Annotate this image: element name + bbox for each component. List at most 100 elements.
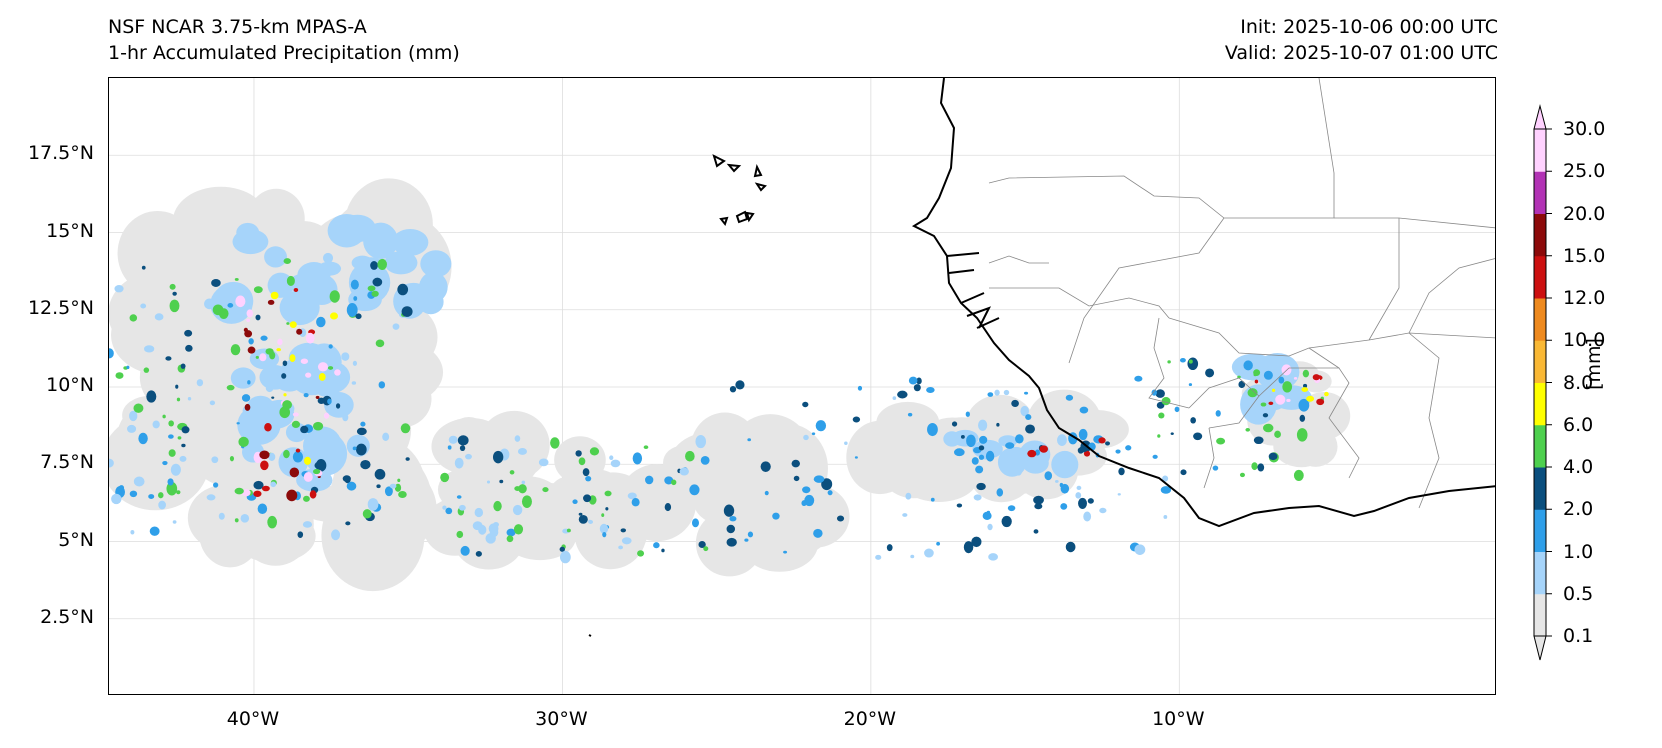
precip-cell [1033, 495, 1044, 505]
precip-cell [908, 376, 918, 385]
precip-cell [286, 322, 290, 325]
precip-cell [979, 435, 988, 444]
precip-cell [514, 435, 521, 442]
colorbar-swatch [1534, 593, 1546, 637]
precip-cell [309, 490, 317, 499]
border-line [1188, 377, 1260, 429]
model-name: NSF NCAR 3.75-km MPAS-A [108, 16, 367, 38]
colorbar-swatch [1534, 551, 1546, 595]
precip-cell [211, 278, 221, 287]
precip-cell [976, 482, 986, 491]
precip-cell [521, 495, 532, 508]
precip-cell [951, 421, 958, 427]
precip-cell [1033, 529, 1039, 534]
precip-cell [141, 265, 146, 270]
precip-cell [303, 471, 313, 482]
precip-cell [621, 537, 632, 545]
precip-cell [312, 421, 324, 431]
precip-cell [286, 489, 298, 502]
precip-cell [185, 344, 193, 352]
precip-cell [126, 424, 137, 433]
chart-title-left: NSF NCAR 3.75-km MPAS-A 1-hr Accumulated… [108, 14, 460, 66]
precip-cell [1216, 437, 1226, 445]
precip-cell [154, 313, 164, 321]
precip-cell [234, 278, 239, 281]
precip-cell [218, 308, 229, 320]
precip-cell [1301, 387, 1309, 392]
precip-cell [458, 504, 466, 511]
precip-cell [689, 484, 700, 496]
precip-cell [954, 448, 965, 457]
precip-cell [760, 461, 771, 472]
precip-cell [493, 500, 502, 512]
precip-cell [303, 393, 309, 398]
precip-cell [342, 413, 349, 422]
precip-cell [401, 306, 413, 317]
precip-cell [1275, 394, 1286, 405]
precip-cell [292, 451, 304, 463]
precip-cell [1253, 373, 1257, 377]
precip-cell [664, 503, 672, 512]
precip-cell [588, 519, 592, 523]
precip-cell [987, 392, 994, 397]
precip-cell [852, 416, 861, 423]
precip-cell [1151, 389, 1157, 396]
precip-cell [902, 513, 908, 517]
precip-cell [664, 476, 674, 485]
precip-cell [1262, 413, 1269, 418]
precip-cell [372, 277, 383, 287]
precip-cell [1075, 492, 1082, 499]
precip-cell [1282, 381, 1293, 393]
precip-cell [1299, 414, 1306, 422]
precip-cell [813, 528, 823, 538]
precip-cell [550, 437, 560, 449]
precip-cell [382, 432, 390, 441]
precip-cell [846, 420, 914, 495]
precip-cell [397, 478, 401, 483]
precip-cell [327, 366, 334, 370]
lat-tick-label: 15°N [46, 219, 94, 242]
precip-cell [1187, 357, 1199, 371]
border-line [988, 78, 1335, 219]
precip-cell [985, 450, 995, 462]
precip-cell [367, 285, 376, 292]
precip-cell [994, 389, 1000, 396]
precip-cell [172, 520, 177, 524]
precip-cell [255, 314, 261, 321]
precip-cell [328, 436, 336, 443]
precip-cell [140, 303, 147, 309]
precip-cell [457, 435, 469, 446]
precip-cell [400, 423, 411, 434]
precip-cell [1079, 406, 1089, 414]
precip-cell [1007, 505, 1016, 512]
precip-cell [374, 468, 386, 480]
precip-cell [472, 521, 483, 531]
precip-cell [936, 541, 941, 546]
precip-cell [1065, 541, 1076, 553]
border-line [989, 287, 1170, 319]
precip-cell [506, 535, 514, 543]
precip-cell [506, 528, 516, 537]
precipitation-map[interactable] [108, 77, 1496, 695]
precip-cell [827, 490, 833, 496]
precip-cell [176, 490, 181, 495]
border-line [1308, 347, 1340, 369]
precip-cell [1083, 450, 1091, 457]
precip-cell [1268, 452, 1278, 461]
precip-cell [1024, 391, 1029, 395]
precip-cell [289, 467, 300, 478]
precip-cell [229, 455, 235, 462]
cabo-verde-island [712, 154, 742, 173]
precip-cell [978, 419, 988, 431]
precip-cell [176, 397, 181, 402]
precip-cell [703, 546, 709, 552]
precip-cell [184, 329, 193, 337]
border-line [1368, 218, 1400, 341]
precip-cell [578, 515, 588, 524]
colorbar-swatch [1534, 171, 1546, 214]
precip-cell [513, 524, 524, 535]
precip-cell [237, 405, 281, 445]
precip-cell [303, 495, 310, 502]
precip-cell [253, 490, 262, 497]
precip-cell [572, 499, 578, 505]
